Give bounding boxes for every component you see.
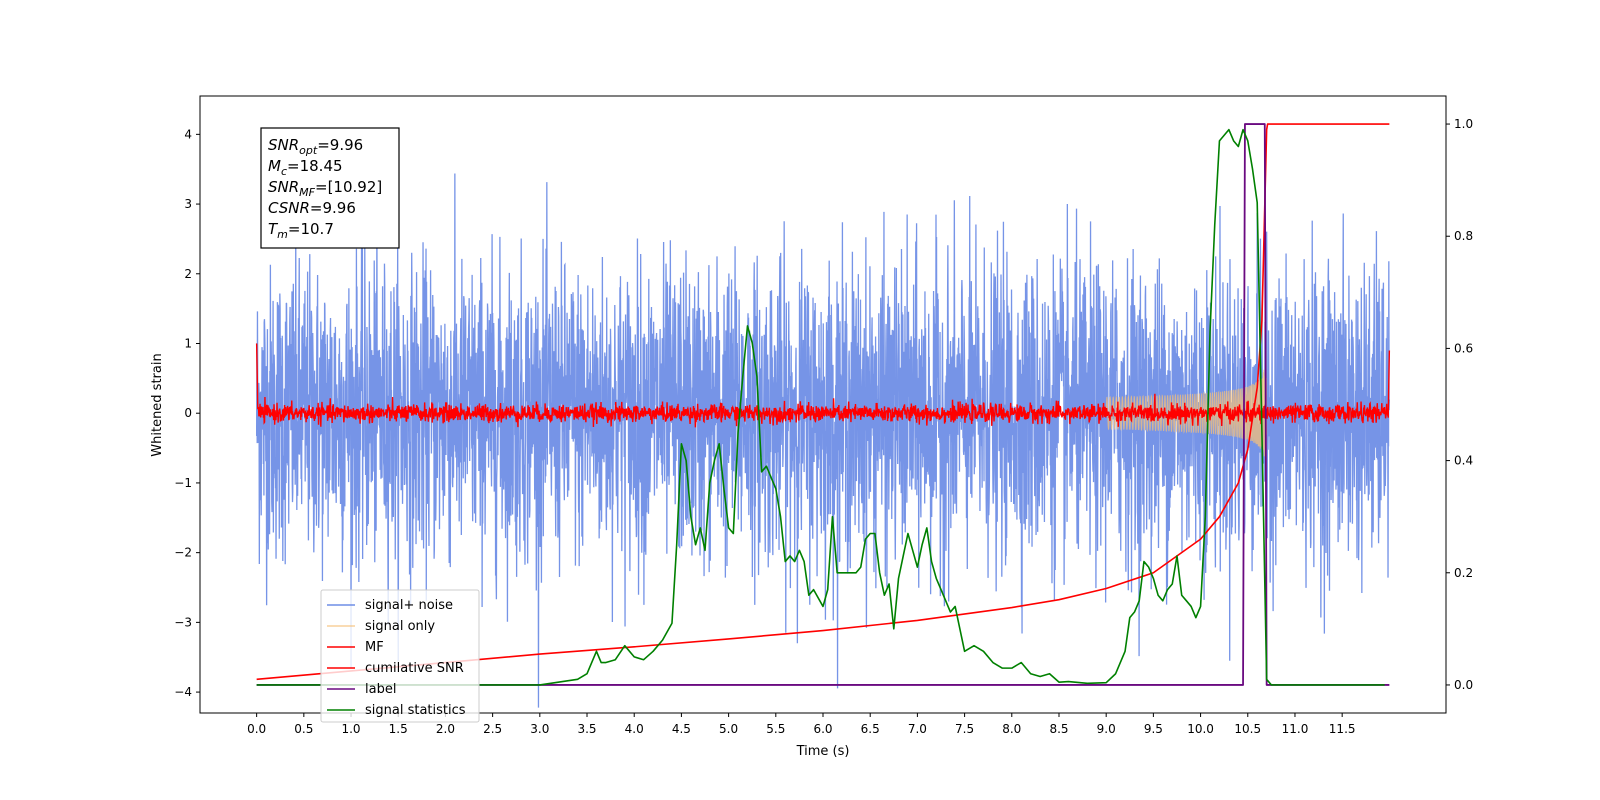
annotation-line: SNRopt=9.96	[268, 136, 363, 157]
y2-tick-label: 1.0	[1454, 117, 1473, 131]
y-tick-label: 1	[184, 336, 192, 350]
legend-entry: label	[365, 682, 396, 697]
x-tick-label: 0.5	[294, 722, 313, 736]
y2-tick-label: 0.6	[1454, 341, 1473, 355]
x-tick-label: 8.5	[1049, 722, 1068, 736]
x-tick-label: 11.5	[1329, 722, 1356, 736]
x-tick-label: 10.0	[1187, 722, 1214, 736]
x-tick-label: 6.5	[861, 722, 880, 736]
series-line-mf	[255, 343, 1391, 428]
annotation-line: Tm=10.7	[268, 220, 334, 241]
y-axis-title: Whitened strain	[150, 353, 165, 456]
legend-frame	[320, 589, 480, 723]
annotation-line: SNRMF=[10.92]	[268, 178, 382, 199]
legend-entry: MF	[365, 640, 384, 655]
x-tick-label: 3.5	[577, 722, 596, 736]
y-tick-label: 2	[184, 267, 192, 281]
x-tick-label: 2.5	[483, 722, 502, 736]
x-tick-label: 3.0	[530, 722, 549, 736]
y2-tick-label: 0.8	[1454, 229, 1473, 243]
series-line-signal-noise	[255, 173, 1391, 708]
x-axis: 0.0 0.5 1.0 1.5 2.0 2.5 3.0 3.5 4.0 4.5 5.0 5.5 6.0 6…	[247, 713, 1356, 736]
x-tick-label: 6.0	[813, 722, 832, 736]
y-tick-label: −2	[174, 546, 192, 560]
x-tick-label: 4.5	[672, 722, 691, 736]
x-tick-label: 1.5	[389, 722, 408, 736]
annotation-line: CSNR=9.96	[268, 199, 356, 217]
x-tick-label: 0.0	[247, 722, 266, 736]
y-tick-label: 4	[184, 127, 192, 141]
series-line-signal-statistics	[256, 128, 1385, 686]
x-axis-title: Time (s)	[796, 744, 850, 759]
x-tick-label: 7.0	[908, 722, 927, 736]
y2-tick-label: 0.0	[1454, 678, 1473, 692]
y-axis-left: 4 3 2 1 0 −1 −2 −3 −4	[174, 127, 200, 699]
y-tick-label: −3	[174, 615, 192, 629]
y-tick-label: 0	[184, 406, 192, 420]
annotation-box: SNRopt=9.96Mc=18.45SNRMF=[10.92]CSNR=9.9…	[260, 127, 400, 249]
legend-entry: signal+ noise	[365, 598, 453, 613]
annotation-frame	[260, 127, 400, 249]
legend-entry: signal only	[365, 619, 435, 634]
legend-entry: signal statistics	[365, 703, 466, 718]
x-tick-label: 9.5	[1144, 722, 1163, 736]
x-tick-label: 10.5	[1234, 722, 1261, 736]
y-tick-label: 3	[184, 197, 192, 211]
legend-entry: cumilative SNR	[365, 661, 464, 676]
legend: signal+ noise signal only MF cumilative SNR…	[320, 589, 480, 723]
annotation-line: Mc=18.45	[268, 157, 343, 178]
x-tick-label: 7.5	[955, 722, 974, 736]
y2-tick-label: 0.4	[1454, 454, 1473, 468]
y-tick-label: −1	[174, 476, 192, 490]
x-tick-label: 9.0	[1097, 722, 1116, 736]
y-axis-right: 1.0 0.8 0.6 0.4 0.2 0.0	[1446, 117, 1473, 692]
y2-tick-label: 0.2	[1454, 566, 1473, 580]
x-tick-label: 1.0	[341, 722, 360, 736]
x-tick-label: 2.0	[436, 722, 455, 736]
y-tick-label: −4	[174, 685, 192, 699]
x-tick-label: 5.0	[719, 722, 738, 736]
x-tick-label: 4.0	[625, 722, 644, 736]
series-layer	[255, 123, 1391, 708]
x-tick-label: 11.0	[1282, 722, 1309, 736]
x-tick-label: 5.5	[766, 722, 785, 736]
series-line-signal-only	[1105, 349, 1268, 468]
x-tick-label: 8.0	[1002, 722, 1021, 736]
